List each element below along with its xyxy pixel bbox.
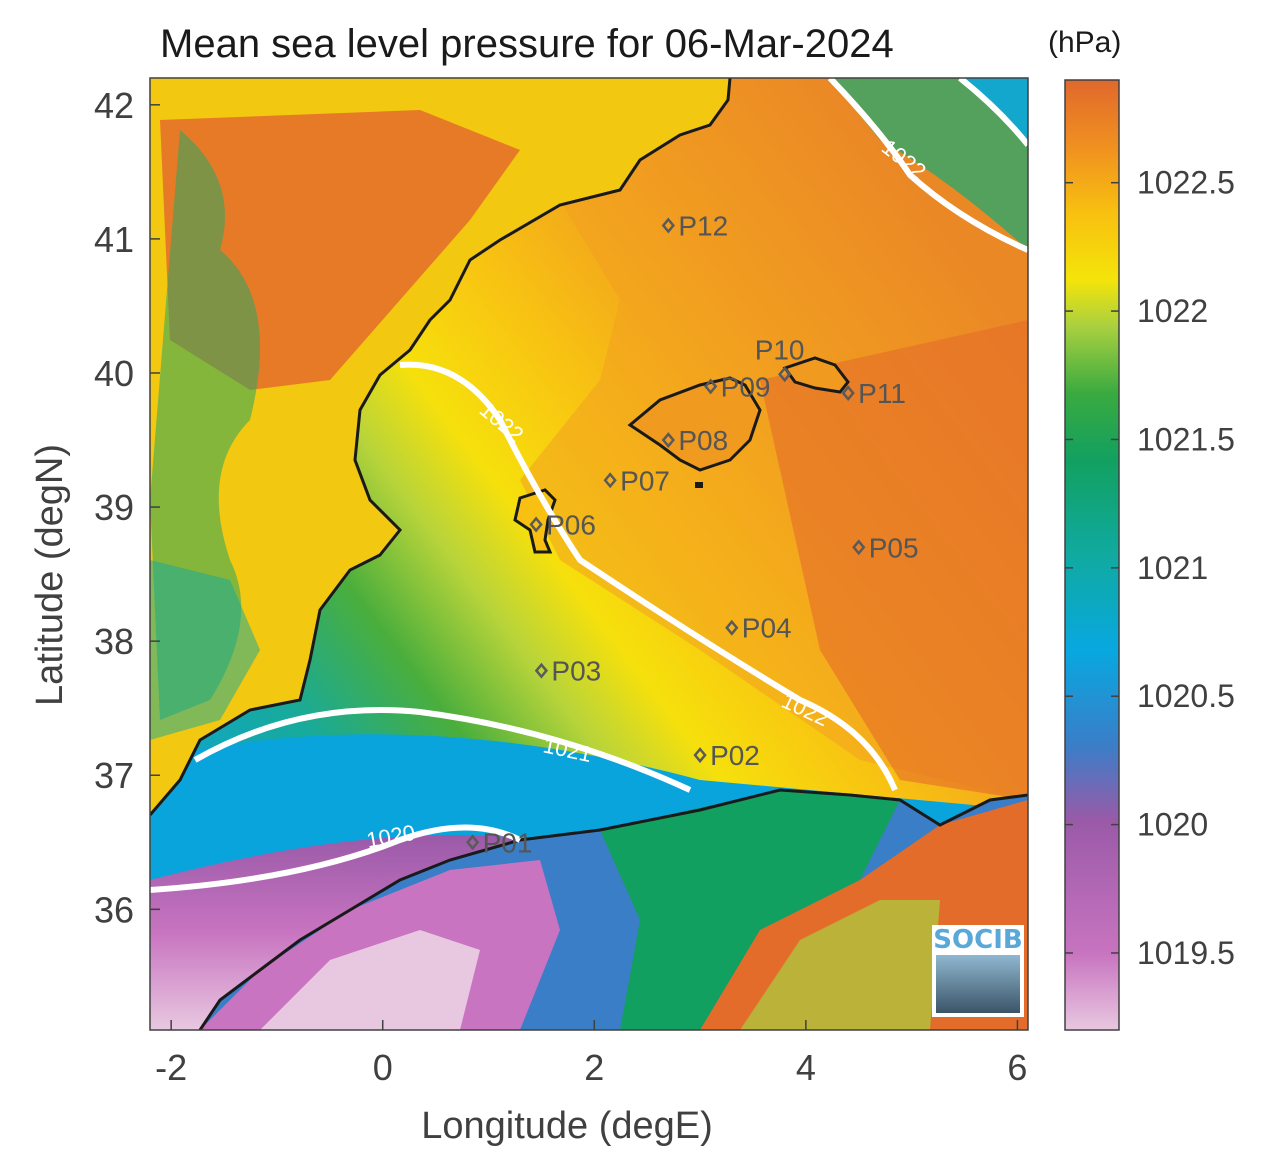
station-marker <box>661 432 675 448</box>
y-axis-label: Latitude (degN) <box>29 444 71 706</box>
africa-yellowgreen-land <box>740 900 940 1030</box>
colorbar-tick-label: 1021 <box>1137 550 1208 586</box>
colorbar-tick-label: 1022 <box>1137 293 1208 329</box>
x-tick-label: 4 <box>796 1047 816 1088</box>
africa-pink-land <box>260 930 480 1030</box>
socib-logo-wave <box>936 955 1020 1013</box>
y-tick-label: 40 <box>94 353 134 394</box>
menorca-island <box>782 356 850 394</box>
colorbar-tick-label: 1020.5 <box>1137 678 1235 714</box>
cabrera-island <box>695 482 703 488</box>
map-field: 1022 1022 1022 1021 1020 SOCIB <box>150 78 1028 1030</box>
station-points: P01 P02 P03 P04 P05 P06 P07 P08 P09 P10 P11 P12 <box>466 210 919 858</box>
station-marker <box>778 366 792 383</box>
y-tick-label: 42 <box>94 85 134 126</box>
isobar-1021-south <box>193 707 692 793</box>
x-tick-label: 0 <box>373 1047 393 1088</box>
station-marker <box>466 834 480 851</box>
station-marker <box>603 472 617 489</box>
station-label: P10 <box>755 334 805 365</box>
colorbar-tick-label: 1020 <box>1137 807 1208 843</box>
station-label: P06 <box>546 510 596 541</box>
map-title: Mean sea level pressure for 06-Mar-2024 <box>160 22 894 66</box>
iberia-teal-land <box>150 560 260 740</box>
station-marker <box>725 619 739 636</box>
station-marker <box>704 378 718 395</box>
isobar-1021-ne <box>958 78 1028 147</box>
isobar-1022-west <box>399 361 898 792</box>
station-label: P05 <box>869 532 919 563</box>
colorbar <box>1064 79 1120 1031</box>
station-marker <box>661 217 675 234</box>
iberia-coastline <box>150 78 732 816</box>
colorbar-tick-label: 1019.5 <box>1137 935 1235 971</box>
station-marker <box>529 516 543 533</box>
station-marker <box>693 747 707 764</box>
isobar-1020-south <box>150 824 522 893</box>
colorbar-unit: (hPa) <box>1048 26 1122 59</box>
colorbar-ticks: 1019.5 1020 1020.5 1021 1021.5 1022 1022.5 <box>1065 165 1235 971</box>
y-tick-label: 41 <box>94 219 134 260</box>
station-label: P08 <box>678 425 728 456</box>
station-label: P07 <box>620 465 670 496</box>
y-tick-label: 37 <box>94 755 134 796</box>
highest-pressure-region <box>760 320 1028 800</box>
y-tick-label: 36 <box>94 889 134 930</box>
map-frame <box>149 77 1029 1031</box>
station-label: P01 <box>483 827 533 858</box>
x-tick-label: -2 <box>155 1047 187 1088</box>
colorbar-tick-label: 1022.5 <box>1137 165 1235 201</box>
station-label: P03 <box>551 656 601 687</box>
colorbar-tick-label: 1021.5 <box>1137 421 1235 457</box>
africa-green-land <box>600 790 900 1030</box>
x-axis-ticks: -2 0 2 4 6 <box>155 1020 1027 1088</box>
station-label: P11 <box>858 378 906 409</box>
y-axis-ticks: 36 37 38 39 40 41 42 <box>94 85 160 930</box>
station-marker <box>841 385 855 402</box>
station-label: P12 <box>678 210 728 241</box>
isobar-1022-ne <box>827 78 1028 253</box>
africa-coastline <box>198 788 1028 1030</box>
mallorca-island <box>627 376 762 472</box>
station-label: P09 <box>721 371 771 402</box>
station-marker <box>852 539 866 556</box>
x-tick-label: 2 <box>584 1047 604 1088</box>
station-marker <box>534 662 549 679</box>
x-tick-label: 6 <box>1007 1047 1027 1088</box>
y-tick-label: 39 <box>94 487 134 528</box>
socib-logo-text: SOCIB <box>933 925 1022 955</box>
ne-lowest-region <box>960 78 1028 145</box>
station-label: P02 <box>710 740 760 771</box>
x-axis-label: Longitude (degE) <box>421 1105 713 1147</box>
ne-lower-region <box>830 78 1028 250</box>
station-label: P04 <box>742 613 792 644</box>
y-tick-label: 38 <box>94 621 134 662</box>
